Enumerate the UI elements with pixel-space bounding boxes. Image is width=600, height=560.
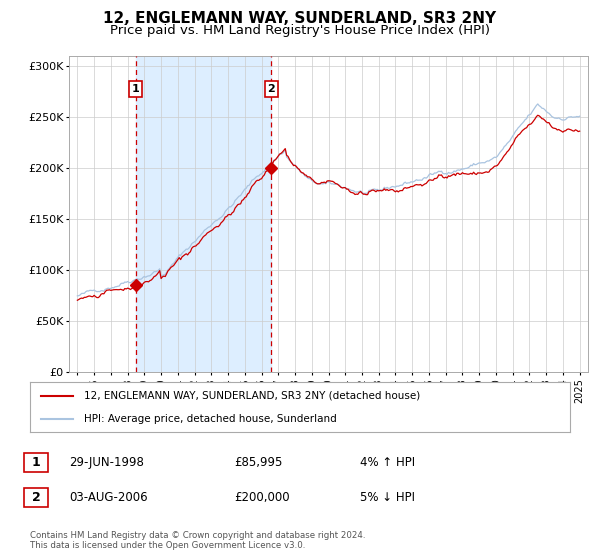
Text: 2: 2 xyxy=(268,84,275,94)
Text: 1: 1 xyxy=(132,84,140,94)
Text: This data is licensed under the Open Government Licence v3.0.: This data is licensed under the Open Gov… xyxy=(30,541,305,550)
Text: Contains HM Land Registry data © Crown copyright and database right 2024.: Contains HM Land Registry data © Crown c… xyxy=(30,531,365,540)
Text: 29-JUN-1998: 29-JUN-1998 xyxy=(69,456,144,469)
Bar xyxy=(136,56,271,372)
Text: 12, ENGLEMANN WAY, SUNDERLAND, SR3 2NY (detached house): 12, ENGLEMANN WAY, SUNDERLAND, SR3 2NY (… xyxy=(84,390,420,400)
Text: £200,000: £200,000 xyxy=(234,491,290,504)
Text: HPI: Average price, detached house, Sunderland: HPI: Average price, detached house, Sund… xyxy=(84,414,337,424)
Text: 4% ↑ HPI: 4% ↑ HPI xyxy=(360,456,415,469)
Text: £85,995: £85,995 xyxy=(234,456,283,469)
Text: 2: 2 xyxy=(32,491,40,504)
Text: 1: 1 xyxy=(32,456,40,469)
Text: 5% ↓ HPI: 5% ↓ HPI xyxy=(360,491,415,504)
Text: 12, ENGLEMANN WAY, SUNDERLAND, SR3 2NY: 12, ENGLEMANN WAY, SUNDERLAND, SR3 2NY xyxy=(103,11,497,26)
Text: 03-AUG-2006: 03-AUG-2006 xyxy=(69,491,148,504)
Text: Price paid vs. HM Land Registry's House Price Index (HPI): Price paid vs. HM Land Registry's House … xyxy=(110,24,490,36)
